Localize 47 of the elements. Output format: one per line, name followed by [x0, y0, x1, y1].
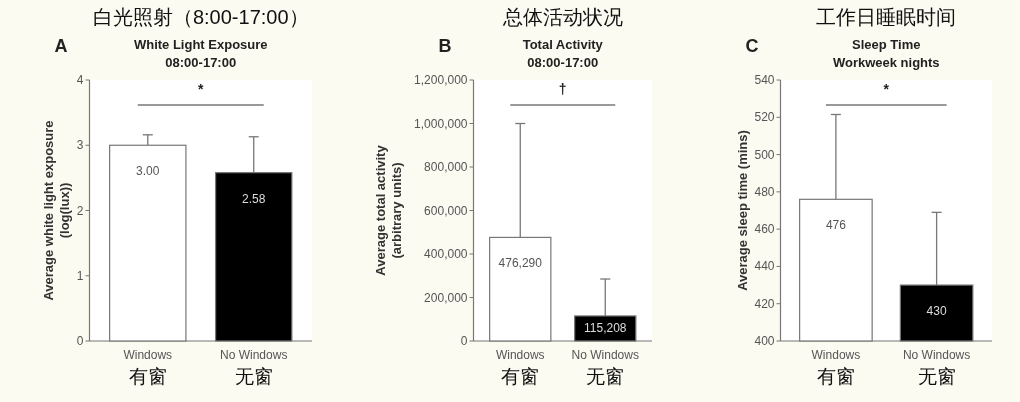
y-axis-title: Average sleep time (mins) — [735, 130, 750, 291]
y-tick-label: 0 — [460, 334, 468, 348]
text: A — [54, 36, 68, 56]
data-label: 115,208 — [584, 321, 627, 336]
y-tick-label: 400 — [754, 334, 775, 348]
y-tick-label: 420 — [754, 296, 775, 311]
y-tick-label: 1,000,000 — [414, 116, 468, 131]
y-tick-label: 3 — [76, 138, 84, 153]
annotation: † — [558, 81, 567, 97]
text: C — [745, 36, 759, 56]
data-label: 476 — [825, 218, 847, 233]
y-tick-label: 400,000 — [424, 247, 468, 261]
y-tick-label: 440 — [754, 259, 775, 274]
chart-title: 总体活动状况 — [501, 6, 623, 28]
y-tick-label: 480 — [754, 184, 775, 199]
x-tick-label: No Windows 无窗 — [220, 348, 288, 387]
y-tick-label: 1,200,000 — [414, 73, 468, 87]
y-tick-label: 500 — [754, 147, 775, 162]
y-tick-label: 2 — [76, 203, 84, 218]
y-tick-label: 200,000 — [424, 290, 468, 305]
y-tick-label: 600,000 — [424, 203, 468, 218]
x-tick-label: Windows 有窗 — [123, 348, 173, 387]
x-tick-label: No Windows 无窗 — [571, 348, 639, 387]
data-label: 2.58 — [242, 191, 266, 206]
data-label: 3.00 — [136, 164, 160, 179]
x-tick-label: Windows 有窗 — [811, 348, 861, 387]
y-tick-label: 520 — [754, 110, 775, 125]
y-tick-label: 800,000 — [424, 160, 468, 174]
chart-title: 工作日睡眠时间 — [816, 6, 957, 28]
y-tick-label: 1 — [76, 268, 84, 283]
annotation: * — [198, 81, 205, 97]
y-axis-title: Average white light exposure (log(lux)) — [41, 120, 72, 301]
y-axis-title: Average total activity (arbitrary units) — [373, 144, 404, 276]
chart-subtitle: Sleep Time Workweek nights — [832, 37, 940, 70]
y-tick-label: 540 — [754, 73, 775, 87]
x-tick-label: Windows 有窗 — [495, 348, 545, 387]
chart-subtitle: Total Activity 08:00-17:00 — [522, 37, 604, 70]
data-label: 430 — [926, 304, 947, 319]
y-tick-label: 4 — [76, 73, 84, 87]
y-tick-label: 0 — [76, 334, 84, 348]
text: B — [438, 36, 452, 56]
y-tick-label: 460 — [754, 222, 775, 237]
x-tick-label: No Windows 无窗 — [902, 348, 971, 387]
chart-title: 白光照射（8:00-17:00） — [92, 6, 309, 28]
annotation: * — [883, 81, 890, 97]
chart-subtitle: White Light Exposure 08:00-17:00 — [133, 37, 268, 70]
data-label: 476,290 — [498, 256, 543, 271]
